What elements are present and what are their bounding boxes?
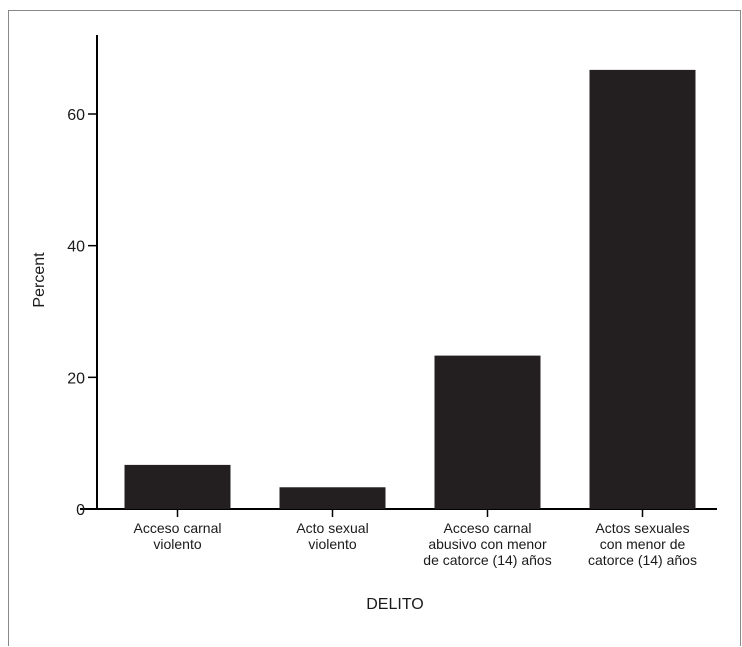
bar [434,355,541,509]
y-ticks: 0 20 40 60 [67,107,97,519]
bar [124,464,231,509]
x-category-label: Acceso carnal abusivo con menor de catorce… [423,520,551,568]
chart-frame [8,10,741,646]
x-category-label: Acceso carnal violento [134,520,222,552]
x-category-label: Acto sexual violento [296,520,368,552]
y-tick-label: 20 [67,370,85,387]
bar [279,487,386,509]
y-tick-label: 40 [67,239,85,256]
x-category-labels: Acceso carnal violento Acto sexual violento… [134,509,697,568]
bars [124,69,696,510]
y-tick-label: 60 [67,107,85,124]
x-axis-title: DELITO [366,596,424,613]
y-axis-title: Percent [31,252,48,308]
y-tick-label: 0 [76,502,85,519]
bar [589,69,696,510]
x-category-label: Actos sexuales con menor de catorce (14) a… [588,520,697,568]
